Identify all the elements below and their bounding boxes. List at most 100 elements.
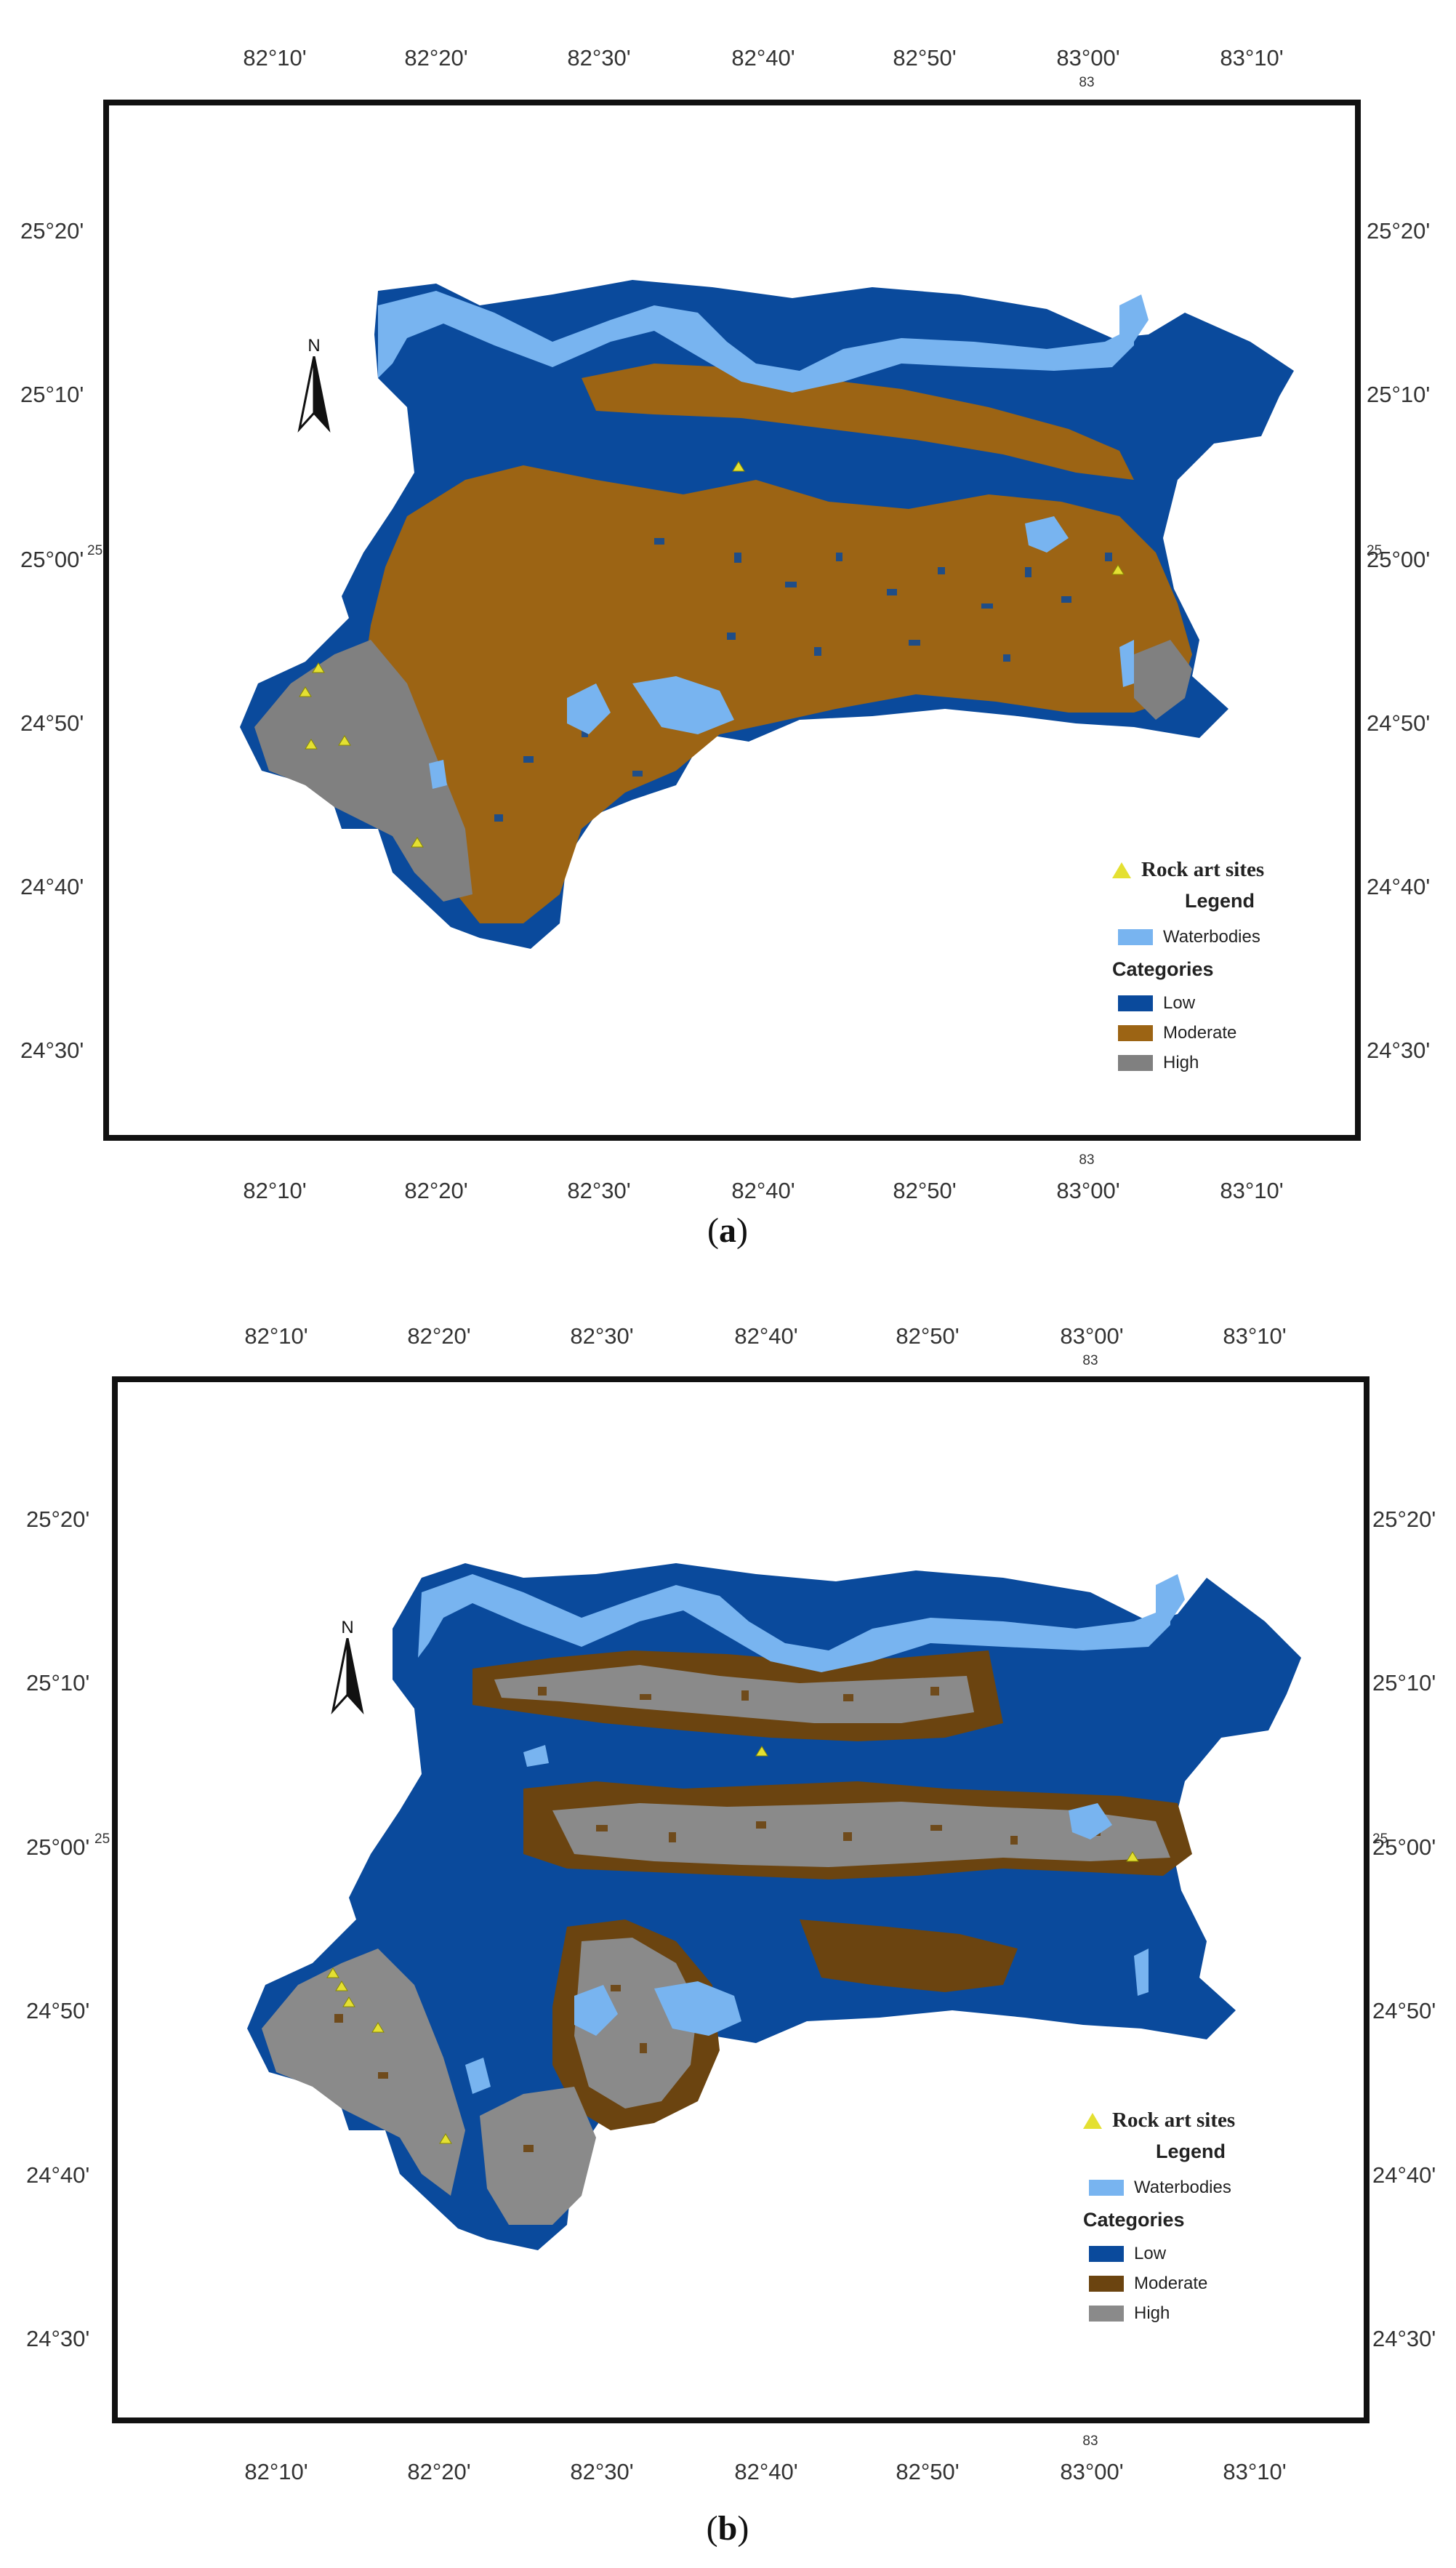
water-east-strip	[1119, 294, 1149, 342]
y-tick-right: 25°20'	[1367, 218, 1431, 244]
y-tick-right: 24°50'	[1372, 1998, 1436, 2023]
zone-moderate	[363, 465, 1192, 923]
water-reservoir-2	[574, 1985, 618, 2036]
small-label-bottom: 83	[1079, 1152, 1095, 1168]
y-tick-right: 24°30'	[1367, 1038, 1431, 1063]
x-tick-top: 82°20'	[404, 45, 468, 71]
water-reservoir-3	[1069, 1803, 1112, 1839]
x-tick-top: 82°40'	[731, 45, 795, 71]
small-label-bottom: 83	[1082, 2433, 1098, 2449]
zone-high-south-2	[574, 1938, 698, 2108]
water-reservoir-1	[632, 676, 734, 734]
y-tick-left: 25°20'	[20, 218, 84, 244]
river-ganga	[418, 1574, 1170, 1672]
x-tick-bottom: 82°20'	[407, 2459, 471, 2484]
small-label-top: 83	[1079, 75, 1095, 90]
map-a-canvas	[103, 100, 1361, 1141]
rock-art-markers	[299, 461, 1125, 848]
y-tick-right: 24°40'	[1367, 874, 1431, 899]
legend-rock-label: Rock art sites	[1141, 858, 1265, 881]
legend-title: Legend	[1156, 2140, 1226, 2162]
legend-title: Legend	[1185, 890, 1255, 912]
water-reservoir-1	[654, 1981, 741, 2036]
x-tick-bottom: 82°40'	[734, 2459, 798, 2484]
zone-high-east	[1134, 640, 1192, 720]
x-tick-top: 82°20'	[407, 1323, 471, 1349]
small-label-left: 25	[87, 543, 103, 558]
waterbodies-swatch	[1089, 2180, 1124, 2196]
x-tick-top: 83°00'	[1056, 45, 1120, 71]
y-tick-right: 25°10'	[1372, 1670, 1436, 1696]
zone-high-north	[494, 1665, 974, 1723]
moderate-swatch	[1118, 1025, 1153, 1041]
x-tick-bottom: 82°30'	[567, 1178, 631, 1203]
y-tick-right: 25°20'	[1372, 1506, 1436, 1532]
x-tick-bottom: 82°40'	[731, 1178, 795, 1203]
x-tick-bottom: 82°10'	[244, 2459, 308, 2484]
y-tick-left: 25°10'	[26, 1670, 90, 1696]
legend-b: Rock art sites Legend Waterbodies Catego…	[1083, 2108, 1330, 2348]
x-tick-top: 82°50'	[893, 45, 957, 71]
rock-art-triangle-icon	[1083, 2112, 1102, 2129]
caption-b: (b)	[706, 2509, 749, 2548]
small-label-top: 83	[1082, 1353, 1098, 1368]
water-reservoir-2	[567, 683, 611, 734]
legend-a: Rock art sites Legend Waterbodies Catego…	[1112, 858, 1352, 1098]
texture-mottle	[334, 1687, 1101, 2152]
north-label: N	[341, 1618, 354, 1637]
north-arrow-icon	[297, 356, 331, 433]
north-arrow: N	[326, 1618, 369, 1722]
x-tick-top: 82°40'	[734, 1323, 798, 1349]
map-frame-b	[112, 1376, 1369, 2423]
legend-rock-art-sites: Rock art sites	[1083, 2108, 1235, 2132]
x-tick-top: 82°10'	[243, 45, 307, 71]
caption-a: (a)	[707, 1211, 748, 1250]
map-b-canvas	[112, 1376, 1369, 2423]
x-tick-top: 82°50'	[896, 1323, 960, 1349]
y-tick-right: 24°40'	[1372, 2162, 1436, 2188]
y-tick-left: 24°30'	[20, 1038, 84, 1063]
y-tick-left: 24°40'	[26, 2162, 90, 2188]
water-reservoir-5	[1134, 1949, 1149, 1996]
water-reservoir-4	[429, 760, 447, 789]
zone-high	[254, 640, 472, 902]
legend-low: Low	[1118, 993, 1195, 1014]
legend-rock-art-sites: Rock art sites	[1112, 858, 1264, 882]
y-tick-left: 25°20'	[26, 1506, 90, 1532]
waterbodies-swatch	[1118, 929, 1153, 945]
legend-waterbodies: Waterbodies	[1089, 2178, 1231, 2198]
y-tick-right: 25°00'	[1367, 547, 1431, 572]
zone-moderate-se	[800, 1919, 1018, 1992]
water-reservoir-4	[465, 2058, 491, 2094]
legend-high: High	[1118, 1053, 1199, 1073]
y-tick-left: 24°50'	[26, 1998, 90, 2023]
y-tick-right: 25°10'	[1367, 382, 1431, 407]
north-arrow-icon	[331, 1637, 364, 1715]
zone-high-south	[480, 2087, 596, 2225]
y-tick-left: 25°00'	[26, 1834, 90, 1860]
x-tick-bottom: 82°10'	[243, 1178, 307, 1203]
zone-low	[247, 1563, 1301, 2250]
x-tick-bottom: 83°10'	[1223, 2459, 1287, 2484]
x-tick-top: 83°00'	[1060, 1323, 1124, 1349]
river-ganga	[378, 291, 1134, 393]
x-tick-bottom: 83°00'	[1060, 2459, 1124, 2484]
low-swatch	[1118, 995, 1153, 1011]
y-tick-right: 24°50'	[1367, 710, 1431, 736]
map-panel-a: 82°10' 82°20' 82°30' 82°40' 82°50' 83°00…	[0, 0, 1456, 1280]
y-tick-left: 25°10'	[20, 382, 84, 407]
x-tick-top: 82°10'	[244, 1323, 308, 1349]
y-tick-left: 24°40'	[20, 874, 84, 899]
zone-moderate-north	[582, 364, 1134, 480]
x-tick-bottom: 82°30'	[570, 2459, 634, 2484]
map-panel-b: 82°10' 82°20' 82°30' 82°40' 82°50' 83°00…	[0, 1287, 1456, 2568]
water-reservoir-6	[523, 1745, 549, 1767]
legend-waterbodies: Waterbodies	[1118, 927, 1260, 947]
x-tick-bottom: 82°20'	[404, 1178, 468, 1203]
zone-high-west	[262, 1949, 465, 2196]
high-swatch	[1089, 2306, 1124, 2322]
legend-rock-label: Rock art sites	[1112, 2108, 1236, 2132]
legend-low: Low	[1089, 2244, 1166, 2264]
high-swatch	[1118, 1055, 1153, 1071]
rock-art-triangle-icon	[1112, 862, 1131, 878]
